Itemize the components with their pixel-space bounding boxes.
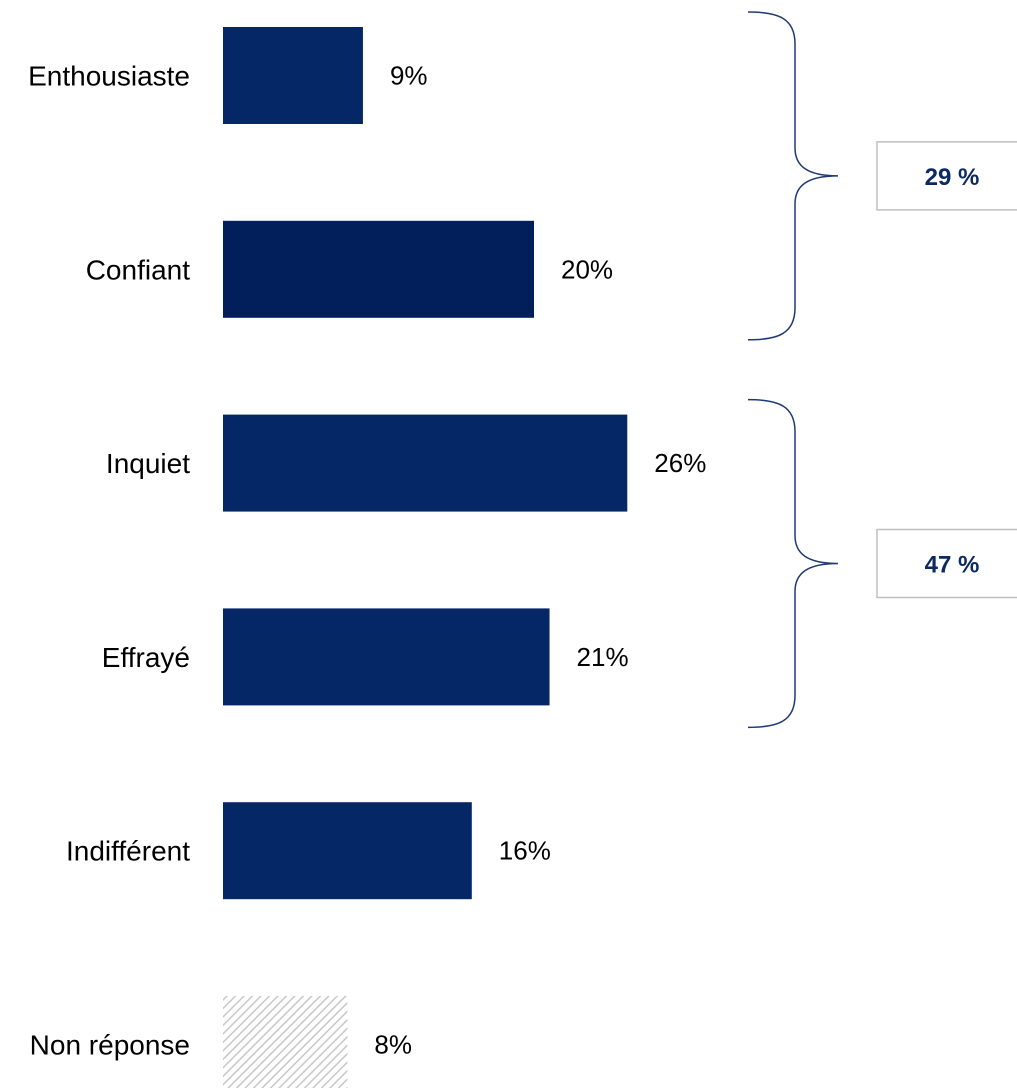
group-bracket-1	[747, 11, 839, 341]
category-label-enthousiaste: Enthousiaste	[28, 61, 190, 92]
bars-layer: Enthousiaste 9% Confiant 20% Inquiet 26% Effra…	[28, 27, 706, 1088]
group-total-label-2: 47 %	[925, 552, 980, 579]
bar-effraye	[223, 608, 550, 706]
value-label-confiant: 20%	[561, 254, 613, 284]
category-label-non-reponse: Non réponse	[30, 1030, 190, 1061]
group-total-box-1	[876, 141, 1017, 211]
group-bracket-2	[747, 398, 839, 729]
value-label-indifferent: 16%	[499, 836, 551, 866]
value-label-enthousiaste: 9%	[390, 61, 428, 91]
value-label-inquiet: 26%	[654, 448, 706, 478]
group-total-box-2	[876, 528, 1017, 599]
group-brackets-layer: 29 % 47 %	[747, 11, 1017, 729]
bar-confiant	[223, 220, 534, 318]
category-label-confiant: Confiant	[86, 254, 191, 285]
value-label-non-reponse: 8%	[374, 1030, 412, 1060]
bar-non-reponse	[223, 996, 348, 1088]
category-label-effraye: Effrayé	[102, 642, 190, 673]
group-total-label-1: 29 %	[925, 164, 980, 191]
category-label-inquiet: Inquiet	[106, 448, 190, 479]
bar-inquiet	[223, 414, 628, 512]
value-label-effraye: 21%	[577, 642, 629, 672]
bar-enthousiaste	[223, 27, 363, 124]
bar-indifferent	[223, 802, 472, 900]
category-label-indifferent: Indifférent	[66, 836, 190, 867]
